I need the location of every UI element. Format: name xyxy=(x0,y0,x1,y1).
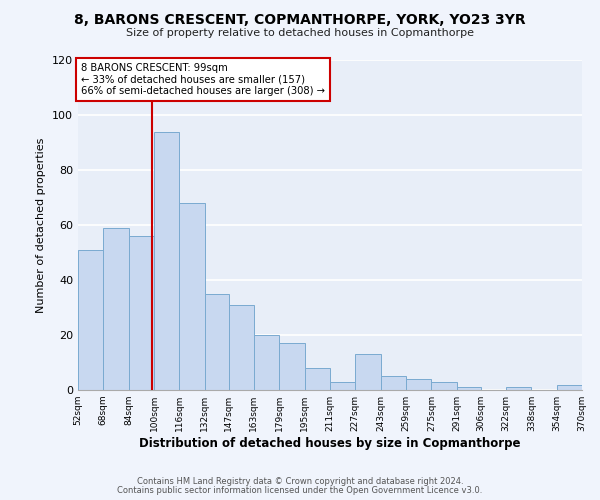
Text: Size of property relative to detached houses in Copmanthorpe: Size of property relative to detached ho… xyxy=(126,28,474,38)
Text: 8, BARONS CRESCENT, COPMANTHORPE, YORK, YO23 3YR: 8, BARONS CRESCENT, COPMANTHORPE, YORK, … xyxy=(74,12,526,26)
Bar xyxy=(103,228,129,390)
Bar xyxy=(355,354,381,390)
Bar xyxy=(129,236,154,390)
Bar xyxy=(179,203,205,390)
Bar xyxy=(557,384,582,390)
Bar xyxy=(254,335,279,390)
X-axis label: Distribution of detached houses by size in Copmanthorpe: Distribution of detached houses by size … xyxy=(139,437,521,450)
Text: Contains HM Land Registry data © Crown copyright and database right 2024.: Contains HM Land Registry data © Crown c… xyxy=(137,477,463,486)
Bar xyxy=(305,368,330,390)
Bar xyxy=(229,304,254,390)
Bar xyxy=(78,250,103,390)
Bar xyxy=(457,387,481,390)
Text: 8 BARONS CRESCENT: 99sqm
← 33% of detached houses are smaller (157)
66% of semi-: 8 BARONS CRESCENT: 99sqm ← 33% of detach… xyxy=(81,62,325,96)
Bar xyxy=(205,294,229,390)
Y-axis label: Number of detached properties: Number of detached properties xyxy=(37,138,46,312)
Bar xyxy=(506,387,531,390)
Bar xyxy=(406,379,431,390)
Bar xyxy=(431,382,457,390)
Bar xyxy=(279,343,305,390)
Bar xyxy=(330,382,355,390)
Bar xyxy=(381,376,406,390)
Text: Contains public sector information licensed under the Open Government Licence v3: Contains public sector information licen… xyxy=(118,486,482,495)
Bar xyxy=(154,132,179,390)
